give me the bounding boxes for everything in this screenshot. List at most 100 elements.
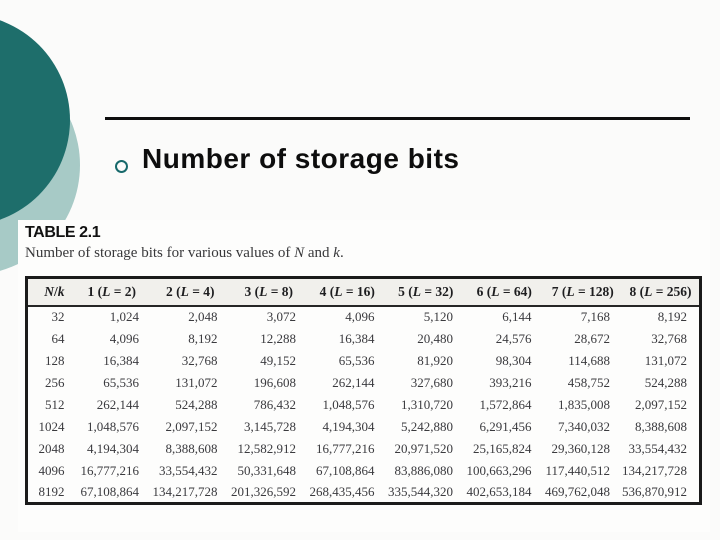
title-divider-line [105, 117, 690, 120]
table-cell: 393,216 [489, 374, 532, 390]
table-cell: 32,768 [181, 352, 218, 368]
table-cell: 131,072 [175, 374, 218, 390]
table-cell: 28,672 [574, 330, 610, 346]
slide-title: Number of storage bits [142, 143, 460, 174]
table-cell: 100,663,296 [466, 462, 532, 478]
table-row: 32 1,024 2,048 3,072 4,096 5,120 6,144 7,168 8,1… [27, 306, 701, 328]
row-label-cell: 128 [45, 352, 65, 368]
table-cell: 786,432 [253, 396, 296, 412]
table-cell: 114,688 [568, 352, 610, 368]
table-cell: 65,536 [338, 352, 375, 368]
table-header-cell: 7 (L = 128) [543, 277, 622, 307]
table-cell: 458,752 [567, 374, 610, 390]
table-cell: 8,388,608 [635, 418, 687, 434]
table-cell: 67,108,864 [80, 483, 140, 499]
table-cell: 25,165,824 [473, 440, 532, 456]
row-label-cell: 2048 [38, 440, 65, 456]
table-cell: 402,653,184 [466, 483, 532, 499]
table-cell: 8,192 [657, 309, 687, 324]
table-cell: 327,680 [410, 374, 453, 390]
table-row: 4096 16,777,216 33,554,432 50,331,648 67,108… [27, 460, 701, 482]
table-cell: 1,024 [109, 309, 139, 324]
storage-bits-table: N/k 1 (L = 2) 2 (L = 4) 3 (L = 8) 4 (L = 16… [25, 276, 702, 505]
table-cell: 24,576 [495, 330, 532, 346]
bullet-circle-icon [115, 160, 128, 173]
row-label-cell: 64 [51, 330, 65, 346]
table-cell: 16,777,216 [80, 462, 140, 478]
table-cell: 50,331,648 [237, 462, 297, 478]
table-header-cell: 3 (L = 8) [229, 277, 308, 307]
table-cell: 12,582,912 [237, 440, 297, 456]
table-cell: 8,192 [188, 330, 218, 346]
table-cell: 98,304 [495, 352, 532, 368]
storage-table-figure: TABLE 2.1 Number of storage bits for var… [18, 220, 710, 532]
table-cell: 1,310,720 [401, 396, 453, 412]
table-cell: 4,096 [109, 330, 139, 346]
table-cell: 2,097,152 [165, 418, 218, 434]
table-cell: 7,168 [580, 309, 610, 324]
row-label-cell: 512 [45, 396, 65, 412]
table-header-cell: 6 (L = 64) [465, 277, 544, 307]
table-row: 64 4,096 8,192 12,288 16,384 20,480 24,576 28,6… [27, 328, 701, 350]
table-cell: 83,886,080 [394, 462, 454, 478]
table-cell: 5,120 [423, 309, 453, 324]
row-label-cell: 1024 [38, 418, 65, 434]
table-cell: 335,544,320 [388, 483, 453, 499]
table-row: 256 65,536 131,072 196,608 262,144 327,680 393… [27, 372, 701, 394]
table-cell: 4,194,304 [87, 440, 139, 456]
table-cell: 2,097,152 [635, 396, 687, 412]
table-cell: 32,768 [651, 330, 687, 346]
table-cell: 4,096 [345, 309, 375, 324]
table-cell: 20,971,520 [394, 440, 454, 456]
table-row: 128 16,384 32,768 49,152 65,536 81,920 98,304 1… [27, 350, 701, 372]
table-cell: 49,152 [260, 352, 296, 368]
table-cell: 33,554,432 [628, 440, 688, 456]
table-cell: 524,288 [644, 374, 687, 390]
table-cell: 268,435,456 [309, 483, 375, 499]
table-cell: 524,288 [175, 396, 218, 412]
table-cell: 81,920 [417, 352, 453, 368]
table-cell: 131,072 [644, 352, 687, 368]
table-header-cell: 1 (L = 2) [72, 277, 151, 307]
table-cell: 8,388,608 [165, 440, 218, 456]
table-row: 1024 1,048,576 2,097,152 3,145,728 4,194,304… [27, 416, 701, 438]
table-cell: 3,072 [266, 309, 296, 324]
row-label-cell: 8192 [38, 483, 65, 499]
table-cell: 16,384 [103, 352, 139, 368]
table-label: TABLE 2.1 [25, 224, 101, 241]
table-cell: 29,360,128 [551, 440, 611, 456]
table-body: 32 1,024 2,048 3,072 4,096 5,120 6,144 7,168 8,1… [27, 306, 701, 504]
table-cell: 4,194,304 [322, 418, 375, 434]
table-row: 2048 4,194,304 8,388,608 12,582,912 16,777,2… [27, 438, 701, 460]
table-cell: 262,144 [96, 396, 139, 412]
table-cell: 65,536 [103, 374, 139, 390]
table-cell: 469,762,048 [545, 483, 610, 499]
table-cell: 6,144 [502, 309, 532, 324]
table-cell: 33,554,432 [159, 462, 218, 478]
table-cell: 1,048,576 [87, 418, 139, 434]
table-cell: 1,572,864 [479, 396, 532, 412]
table-cell: 6,291,456 [479, 418, 532, 434]
table-cell: 134,217,728 [622, 462, 687, 478]
table-cell: 262,144 [332, 374, 375, 390]
table-header-cell: 2 (L = 4) [151, 277, 230, 307]
table-cell: 20,480 [417, 330, 453, 346]
row-label-cell: 256 [45, 374, 65, 390]
table-cell: 12,288 [260, 330, 296, 346]
table-cell: 5,242,880 [401, 418, 453, 434]
table-cell: 201,326,592 [231, 483, 296, 499]
table-cell: 1,048,576 [322, 396, 375, 412]
row-label-cell: 4096 [38, 462, 65, 478]
row-label-cell: 32 [51, 309, 65, 324]
table-header-row: N/k 1 (L = 2) 2 (L = 4) 3 (L = 8) 4 (L = 16… [26, 277, 701, 307]
table-cell: 196,608 [253, 374, 296, 390]
table-cell: 2,048 [188, 309, 218, 324]
table-cell: 3,145,728 [244, 418, 296, 434]
table-header-cell: 5 (L = 32) [386, 277, 465, 307]
table-row: 512 262,144 524,288 786,432 1,048,576 1,310,7… [27, 394, 701, 416]
table-cell: 16,777,216 [316, 440, 375, 456]
table-header-cell: 4 (L = 16) [308, 277, 387, 307]
table-cell: 16,384 [338, 330, 375, 346]
table-caption: Number of storage bits for various value… [25, 245, 344, 261]
